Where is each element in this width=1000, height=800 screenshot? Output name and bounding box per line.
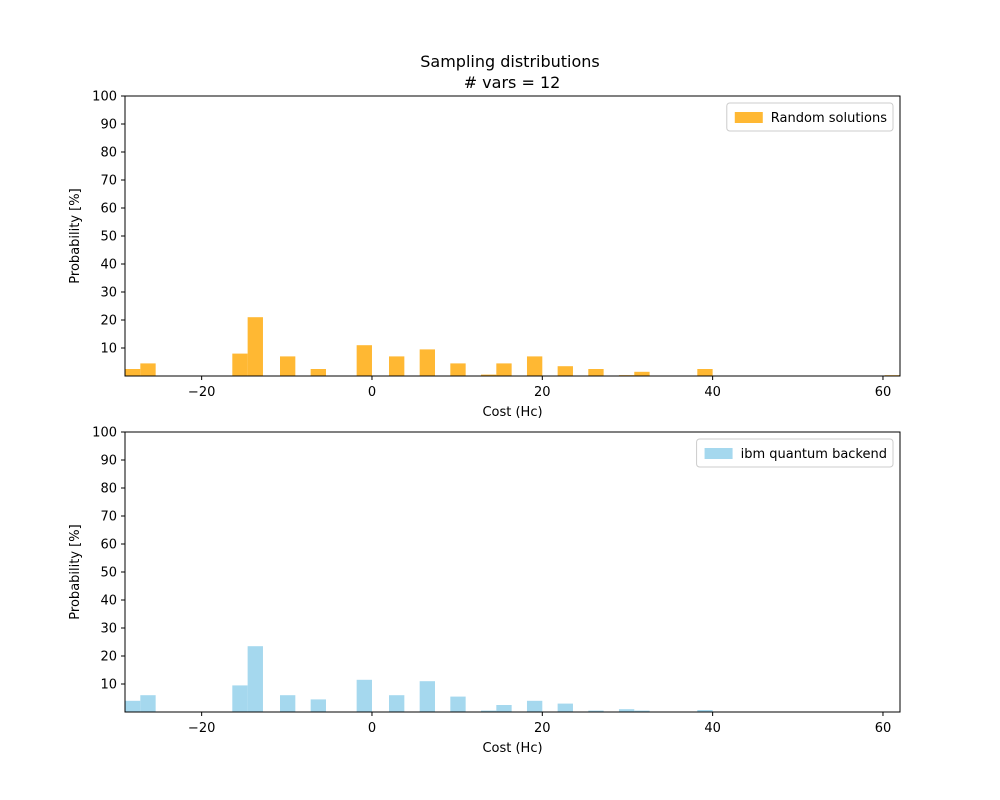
- top-bar-1: [140, 363, 156, 376]
- bottom-y-tick-label: 60: [100, 538, 117, 553]
- top-y-tick-label: 20: [100, 314, 117, 329]
- bottom-plot-frame: [124, 431, 901, 713]
- top-y-axis-label: Probability [%]: [68, 188, 83, 283]
- top-x-tick-label: 40: [704, 385, 721, 400]
- top-series-bars: [125, 317, 900, 376]
- top-plot-frame: [124, 95, 901, 377]
- bottom-y-tick-label: 90: [100, 454, 117, 469]
- top-bar-8: [419, 349, 435, 376]
- top-y-tick-label: 40: [100, 258, 117, 273]
- top-y-tick-label: 100: [92, 90, 117, 105]
- top-bar-2: [232, 353, 248, 376]
- top-bar-7: [389, 356, 405, 376]
- bottom-legend-swatch: [704, 448, 733, 459]
- bottom-x-tick-label: 60: [875, 721, 892, 736]
- bottom-bar-3: [247, 646, 263, 712]
- top-x-tick-label: 0: [368, 385, 376, 400]
- top-y-tick-label: 50: [100, 230, 117, 245]
- top-y-tick-label: 10: [100, 342, 117, 357]
- top-bar-5: [310, 369, 326, 376]
- bottom-y-tick-label: 50: [100, 566, 117, 581]
- bottom-x-tick-label: 20: [534, 721, 551, 736]
- top-bar-14: [588, 369, 604, 376]
- bottom-bar-1: [140, 695, 156, 712]
- bottom-bar-13: [557, 703, 573, 712]
- top-bar-13: [557, 366, 573, 376]
- top-legend-box: [726, 102, 894, 132]
- top-bar-6: [356, 345, 372, 376]
- bottom-bar-17: [697, 710, 713, 712]
- top-y-tick-label: 60: [100, 202, 117, 217]
- top-bar-10: [480, 374, 497, 376]
- top-legend-label: Random solutions: [771, 111, 887, 126]
- figure-title-line2: # vars = 12: [464, 73, 561, 92]
- bottom-y-tick-label: 30: [100, 622, 117, 637]
- bottom-y-tick-label: 100: [92, 426, 117, 441]
- bottom-y-tick-label: 80: [100, 482, 117, 497]
- top-bar-3: [247, 317, 263, 376]
- top-x-tick-label: −20: [188, 385, 215, 400]
- figure-title-line1: Sampling distributions: [420, 52, 600, 71]
- bottom-bar-16: [634, 710, 650, 712]
- bottom-legend-box: [696, 438, 894, 468]
- top-y-tick-label: 70: [100, 174, 117, 189]
- bottom-bar-6: [356, 679, 372, 712]
- top-bar-0: [125, 369, 141, 376]
- top-x-tick-label: 60: [875, 385, 892, 400]
- top-bar-11: [496, 363, 512, 376]
- bottom-legend-label: ibm quantum backend: [741, 447, 887, 462]
- top-legend-swatch: [734, 112, 763, 123]
- top-bar-12: [526, 356, 543, 376]
- bottom-y-tick-label: 20: [100, 650, 117, 665]
- top-bar-9: [450, 363, 466, 376]
- top-bar-4: [280, 356, 296, 376]
- bottom-bar-4: [280, 695, 296, 712]
- top-y-tick-label: 90: [100, 118, 117, 133]
- bottom-bar-8: [419, 681, 435, 712]
- top-x-tick-label: 20: [534, 385, 551, 400]
- bottom-series-bars: [125, 646, 713, 712]
- bottom-bar-10: [480, 710, 497, 712]
- bottom-histogram-panel: −20 0 20 40 60 10 20 30 40 50 60 70 80 90 100 Cost (Hc)…: [68, 426, 901, 756]
- bottom-y-tick-label: 10: [100, 678, 117, 693]
- bottom-y-tick-label: 70: [100, 510, 117, 525]
- bottom-bar-2: [232, 685, 248, 712]
- bottom-bar-12: [526, 700, 543, 712]
- bottom-x-tick-label: 0: [368, 721, 376, 736]
- top-y-tick-label: 80: [100, 146, 117, 161]
- top-histogram-panel: −20 0 20 40 60 10 20 30 40 50 60 70 80 90 100 Cost (Hc)…: [68, 90, 901, 420]
- bottom-x-axis-label: Cost (Hc): [482, 741, 542, 756]
- bottom-bar-11: [496, 705, 512, 712]
- bottom-bar-0: [125, 700, 141, 712]
- bottom-bar-7: [389, 695, 405, 712]
- bottom-x-tick-label: −20: [188, 721, 215, 736]
- bottom-legend: ibm quantum backend: [696, 438, 894, 468]
- top-legend: Random solutions: [726, 102, 894, 132]
- bottom-bar-5: [310, 699, 326, 712]
- bottom-bar-15: [618, 709, 635, 712]
- top-bar-17: [697, 369, 713, 376]
- top-bar-16: [634, 371, 650, 376]
- bottom-y-axis-label: Probability [%]: [68, 524, 83, 619]
- top-y-tick-label: 30: [100, 286, 117, 301]
- bottom-x-tick-label: 40: [704, 721, 721, 736]
- bottom-y-tick-label: 40: [100, 594, 117, 609]
- top-x-axis-label: Cost (Hc): [482, 405, 542, 420]
- bottom-bar-14: [588, 710, 604, 712]
- bottom-bar-9: [450, 696, 466, 712]
